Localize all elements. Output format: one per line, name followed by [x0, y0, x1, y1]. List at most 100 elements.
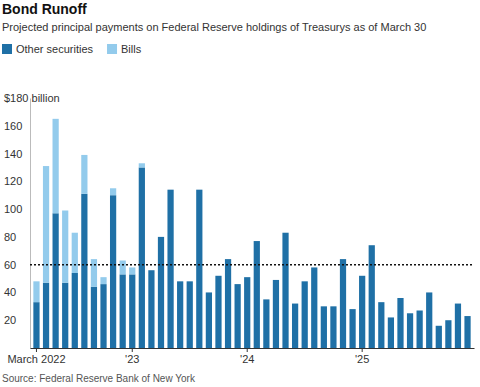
bar — [263, 299, 269, 348]
bar — [436, 326, 442, 348]
bar — [129, 267, 135, 274]
y-tick-label: 140 — [4, 148, 22, 160]
bar — [321, 306, 327, 348]
bar — [33, 281, 39, 302]
bar — [110, 195, 116, 348]
bar — [235, 284, 241, 348]
bar — [148, 270, 154, 348]
bar — [110, 188, 116, 195]
x-tick-label: '23 — [125, 353, 139, 365]
x-tick-mark — [362, 348, 363, 352]
bar — [215, 276, 221, 348]
bar — [426, 292, 432, 348]
bar — [81, 194, 87, 348]
bar — [464, 316, 470, 348]
y-tick: 100 — [4, 203, 30, 215]
bar — [177, 281, 183, 348]
bar — [225, 259, 231, 348]
bar — [340, 259, 346, 348]
bar — [273, 280, 279, 348]
bar — [455, 304, 461, 348]
bar — [254, 241, 260, 348]
y-axis: 20 40 60 80 100 120 140 160 $180 billion — [4, 92, 60, 348]
bar — [388, 317, 394, 348]
x-axis-line — [31, 348, 475, 349]
bar — [244, 277, 250, 348]
y-tick: 80 — [4, 231, 30, 243]
bar — [62, 211, 68, 283]
bar — [72, 233, 78, 273]
bar — [359, 276, 365, 348]
x-tick-label: '25 — [355, 353, 369, 365]
bar — [91, 259, 97, 287]
y-tick-label: 120 — [4, 175, 22, 187]
bar — [100, 284, 106, 348]
legend: Other securities Bills — [2, 43, 142, 55]
x-tick: '23 — [125, 348, 139, 365]
y-tick-label: 40 — [4, 286, 16, 298]
bar — [72, 273, 78, 348]
legend-label: Bills — [121, 43, 142, 55]
bar — [81, 155, 87, 194]
y-tick: 120 — [4, 175, 30, 187]
bar — [139, 167, 145, 348]
bar — [53, 213, 59, 348]
chart: Bond RunoffProjected principal payments … — [0, 0, 480, 387]
bar — [62, 283, 68, 348]
bar — [292, 304, 298, 348]
x-tick: March 2022 — [7, 348, 65, 365]
bars — [30, 119, 474, 348]
bar — [158, 237, 164, 348]
y-tick: 160 — [4, 120, 30, 132]
bar — [187, 281, 193, 348]
bar — [417, 311, 423, 349]
source: Source: Federal Reserve Bank of New York — [2, 373, 196, 384]
y-tick-label: 160 — [4, 120, 22, 132]
y-tick-label: 100 — [4, 203, 22, 215]
x-tick-label: March 2022 — [7, 353, 65, 365]
x-tick: '25 — [355, 348, 369, 365]
bar — [53, 119, 59, 213]
x-tick-mark — [132, 348, 133, 352]
x-tick-mark — [247, 348, 248, 352]
bar — [129, 274, 135, 348]
legend-item: Bills — [107, 43, 142, 55]
bar — [282, 233, 288, 348]
bar — [407, 313, 413, 348]
y-tick-label: 60 — [4, 259, 16, 271]
bar — [311, 267, 317, 348]
bar — [100, 277, 106, 284]
y-tick: $180 billion — [4, 92, 60, 104]
x-axis: March 2022 '23 '24 '25 — [7, 348, 474, 365]
legend-swatch — [2, 44, 12, 54]
bar — [196, 190, 202, 348]
bar — [369, 245, 375, 348]
y-tick: 140 — [4, 148, 30, 160]
bar — [397, 298, 403, 348]
bar — [167, 190, 173, 348]
bar — [445, 320, 451, 348]
x-tick: '24 — [240, 348, 254, 365]
bar — [43, 283, 49, 348]
bar — [91, 287, 97, 348]
bar — [120, 274, 126, 348]
y-tick-label: $180 billion — [4, 92, 60, 104]
y-tick: 60 — [4, 259, 30, 271]
bar — [349, 309, 355, 348]
y-tick-label: 20 — [4, 314, 16, 326]
x-tick-mark — [36, 348, 37, 352]
bar — [120, 261, 126, 275]
reference-line — [30, 264, 474, 266]
bar — [139, 163, 145, 167]
bar — [206, 292, 212, 348]
bar — [33, 302, 39, 348]
title: Bond Runoff — [2, 1, 87, 17]
y-tick-label: 80 — [4, 231, 16, 243]
bar — [378, 302, 384, 348]
y-tick: 40 — [4, 286, 30, 298]
x-tick-label: '24 — [240, 353, 254, 365]
y-axis-line — [30, 99, 31, 349]
legend-label: Other securities — [16, 43, 94, 55]
y-tick: 20 — [4, 314, 30, 326]
bar — [302, 281, 308, 348]
